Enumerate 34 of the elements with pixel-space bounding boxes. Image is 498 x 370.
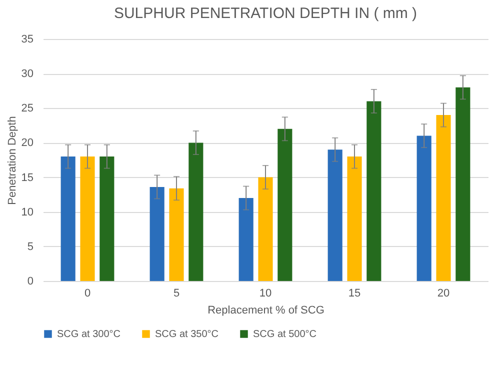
bar bbox=[366, 101, 382, 281]
bar bbox=[258, 177, 273, 281]
y-tick-label: 20 bbox=[21, 137, 34, 150]
y-tick-label: 10 bbox=[21, 206, 34, 218]
legend-label: SCG at 300°C bbox=[57, 329, 120, 340]
y-tick-label: 30 bbox=[21, 68, 34, 80]
y-tick-label: 15 bbox=[21, 172, 34, 184]
bar bbox=[188, 142, 204, 281]
y-tick-label: 25 bbox=[21, 102, 34, 115]
chart-title: SULPHUR PENETRATION DEPTH IN ( mm ) bbox=[114, 5, 418, 22]
bar bbox=[150, 186, 164, 281]
legend-label: SCG at 500°C bbox=[253, 329, 316, 340]
bar bbox=[60, 156, 76, 281]
y-tick-label: 35 bbox=[21, 34, 34, 46]
y-axis-title: Penetration Depth bbox=[6, 116, 18, 205]
bar bbox=[328, 150, 342, 281]
bar bbox=[416, 136, 432, 281]
bar bbox=[278, 128, 292, 281]
x-tick-label: 15 bbox=[348, 288, 361, 300]
x-tick-label: 5 bbox=[173, 288, 180, 300]
bar bbox=[436, 115, 451, 281]
x-tick-label: 0 bbox=[84, 288, 91, 300]
legend-label: SCG at 350°C bbox=[155, 329, 218, 340]
x-axis-title: Replacement % of SCG bbox=[208, 304, 324, 316]
y-tick-label: 0 bbox=[27, 276, 34, 288]
x-tick-label: 20 bbox=[437, 288, 450, 300]
bar bbox=[169, 188, 184, 281]
bar bbox=[456, 87, 470, 281]
bar bbox=[80, 156, 95, 281]
bar bbox=[100, 156, 114, 281]
bar bbox=[347, 156, 362, 281]
y-tick-label: 5 bbox=[27, 240, 34, 253]
x-tick-label: 10 bbox=[259, 288, 272, 300]
bar bbox=[238, 198, 254, 281]
